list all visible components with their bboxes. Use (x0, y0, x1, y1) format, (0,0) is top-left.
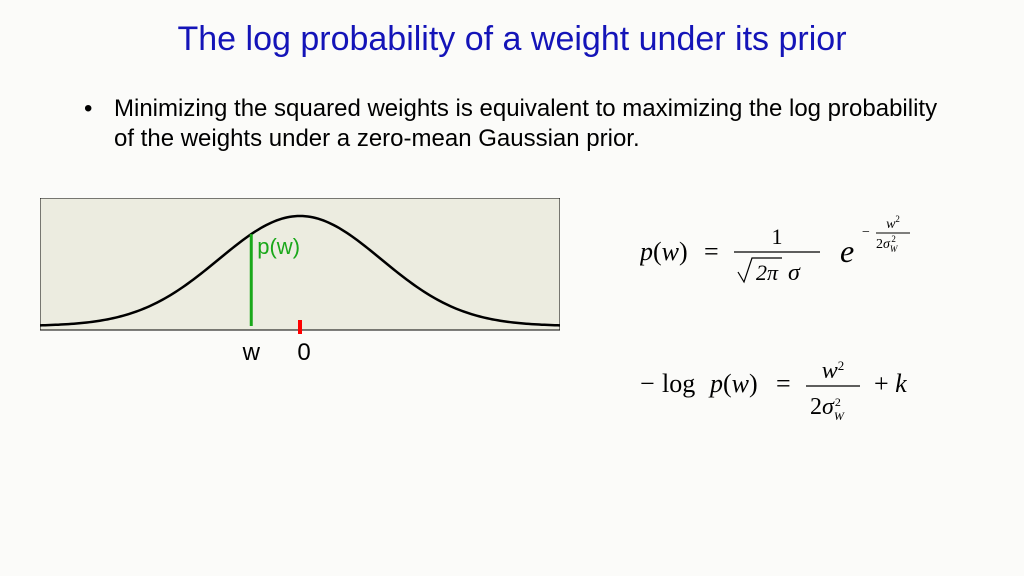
svg-text:σ: σ (788, 260, 801, 286)
svg-text:2σW2: 2σW2 (810, 394, 845, 423)
svg-text:=: = (704, 237, 719, 266)
svg-text:w2: w2 (822, 358, 845, 384)
svg-text:2π: 2π (756, 260, 779, 285)
svg-text:p(w): p(w) (257, 234, 300, 259)
svg-text:2σW2: 2σW2 (876, 234, 899, 254)
svg-text:−: − (640, 369, 655, 398)
svg-text:w2: w2 (886, 214, 900, 232)
equations-block: p(w)=12πσe−w22σW2 −logp(w)=w22σW2+ k (640, 200, 1010, 430)
svg-text:1: 1 (772, 224, 783, 249)
svg-text:p(w): p(w) (640, 237, 688, 266)
bullet-text: Minimizing the squared weights is equiva… (114, 94, 944, 154)
bullet-marker: • (84, 94, 114, 154)
svg-text:p(w): p(w) (708, 369, 758, 398)
svg-text:=: = (776, 369, 791, 398)
bullet-item: • Minimizing the squared weights is equi… (84, 94, 944, 154)
gaussian-chart: p(w) w 0 (40, 198, 560, 373)
svg-text:e: e (840, 233, 854, 269)
bullet-block: • Minimizing the squared weights is equi… (84, 94, 944, 154)
svg-text:+ k: + k (874, 369, 907, 398)
gaussian-svg: p(w) w 0 (40, 198, 560, 368)
equation-pdf: p(w) = 1 2π σ e− w2 2σW2 (640, 200, 1010, 300)
svg-text:w: w (242, 339, 261, 366)
page-title: The log probability of a weight under it… (0, 20, 1024, 59)
svg-text:−: − (862, 225, 870, 240)
svg-text:log: log (662, 369, 695, 398)
equation-neglog: −log p(w) = w2 2σW2 + k (640, 340, 1010, 430)
svg-text:0: 0 (297, 339, 310, 366)
